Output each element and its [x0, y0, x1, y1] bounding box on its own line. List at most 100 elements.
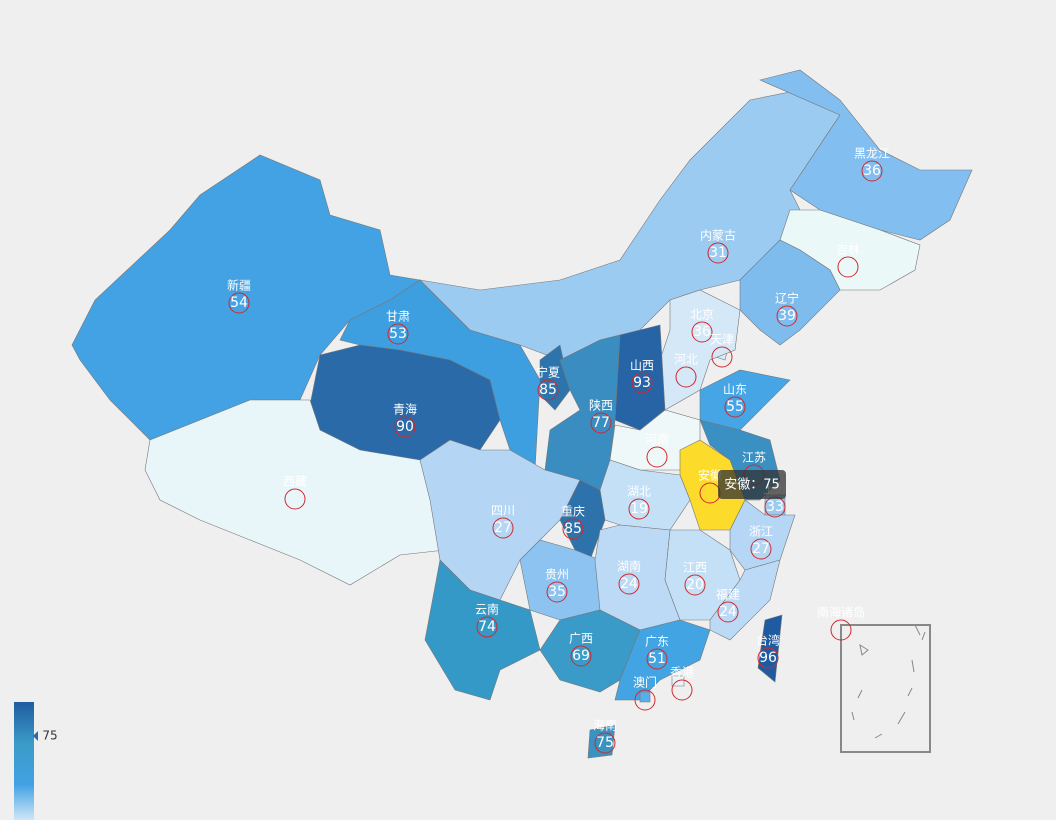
province-value: 31	[709, 245, 727, 261]
province-name: 青海	[393, 402, 417, 417]
province	[614, 619, 711, 701]
province-value: 93	[633, 375, 651, 391]
province-name: 澳门	[633, 675, 657, 690]
province-value: 24	[719, 604, 737, 620]
marker	[594, 732, 616, 754]
province-name: 海南	[593, 718, 617, 733]
province-name: 贵州	[545, 568, 569, 582]
province-name: 江苏	[742, 451, 766, 465]
marker	[562, 518, 584, 540]
province-value: 77	[592, 415, 610, 431]
province-name: 香港	[670, 666, 694, 680]
marker	[717, 601, 739, 623]
marker	[570, 645, 592, 667]
marker	[634, 689, 656, 711]
visual-map-indicator	[33, 731, 38, 741]
province	[759, 69, 973, 241]
province-value: 85	[564, 521, 582, 537]
province-name: 山东	[723, 383, 747, 397]
south-sea-inset	[840, 624, 931, 753]
marker	[646, 446, 668, 468]
marker	[837, 256, 859, 278]
province-value: 96	[759, 650, 777, 666]
province-value: 35	[548, 584, 566, 600]
province-value: 39	[778, 308, 796, 324]
marker	[830, 619, 852, 641]
province-name: 陕西	[589, 398, 613, 413]
marker	[711, 346, 733, 368]
marker	[631, 372, 653, 394]
province-value: 27	[752, 541, 770, 557]
province-name: 黑龙江	[854, 147, 890, 161]
marker	[628, 498, 650, 520]
province-value: 27	[494, 520, 512, 536]
marker	[590, 412, 612, 434]
marker	[684, 574, 706, 596]
marker	[691, 321, 713, 343]
marker	[618, 573, 640, 595]
marker	[724, 396, 746, 418]
province	[424, 559, 541, 701]
province	[699, 369, 791, 431]
province-name: 台湾	[756, 633, 780, 648]
marker	[387, 323, 409, 345]
province-name: 安徽	[698, 468, 722, 483]
province-name: 江西	[683, 561, 707, 575]
province-value: 51	[648, 651, 666, 667]
province	[659, 289, 741, 411]
province	[709, 559, 781, 641]
province	[599, 459, 691, 531]
province-value: 19	[630, 501, 648, 517]
province-name: 河南	[645, 432, 669, 447]
province-value: 33	[766, 499, 784, 515]
province-value: 53	[389, 326, 407, 342]
province-name: 内蒙古	[700, 228, 736, 243]
province-name: 广东	[645, 635, 669, 649]
province-name: 甘肃	[386, 310, 410, 324]
province-value: 69	[572, 648, 590, 664]
marker	[671, 679, 693, 701]
marker	[228, 292, 250, 314]
province-name: 西藏	[283, 475, 307, 489]
marker	[284, 488, 306, 510]
province-name: 北京	[690, 308, 714, 322]
marker	[750, 538, 772, 560]
province-name: 吉林	[836, 243, 860, 257]
province-name: 广西	[569, 632, 593, 646]
province-name: 山西	[630, 359, 654, 373]
marker	[646, 648, 668, 670]
marker	[776, 305, 798, 327]
visual-map-bar	[14, 702, 34, 820]
province-name: 福建	[716, 587, 740, 602]
province-name: 湖南	[617, 559, 641, 574]
provinces	[71, 69, 973, 759]
province-value: 85	[539, 382, 557, 398]
province-value: 36	[863, 163, 881, 179]
province-value: 20	[686, 577, 704, 593]
province-value: 24	[620, 576, 638, 592]
province-value: 75	[596, 735, 614, 751]
marker	[537, 379, 559, 401]
marker	[861, 160, 883, 182]
province-value: 55	[726, 399, 744, 415]
tooltip-text: 安徽：75	[724, 478, 780, 493]
marker	[394, 416, 416, 438]
province-value: 36	[693, 324, 711, 340]
province-name: 云南	[475, 602, 499, 617]
marker	[675, 366, 697, 388]
province	[739, 239, 841, 346]
visual-map-label: 75	[42, 729, 57, 743]
province-name: 湖北	[627, 484, 651, 499]
province	[639, 691, 651, 703]
province-name: 南海诸岛	[817, 605, 865, 620]
province-name: 四川	[491, 504, 515, 518]
province-value: 74	[478, 619, 496, 635]
province-name: 新疆	[227, 278, 251, 293]
marker	[757, 647, 779, 669]
marker	[546, 581, 568, 603]
province-name: 河北	[674, 353, 698, 367]
marker	[707, 242, 729, 264]
marker	[492, 517, 514, 539]
